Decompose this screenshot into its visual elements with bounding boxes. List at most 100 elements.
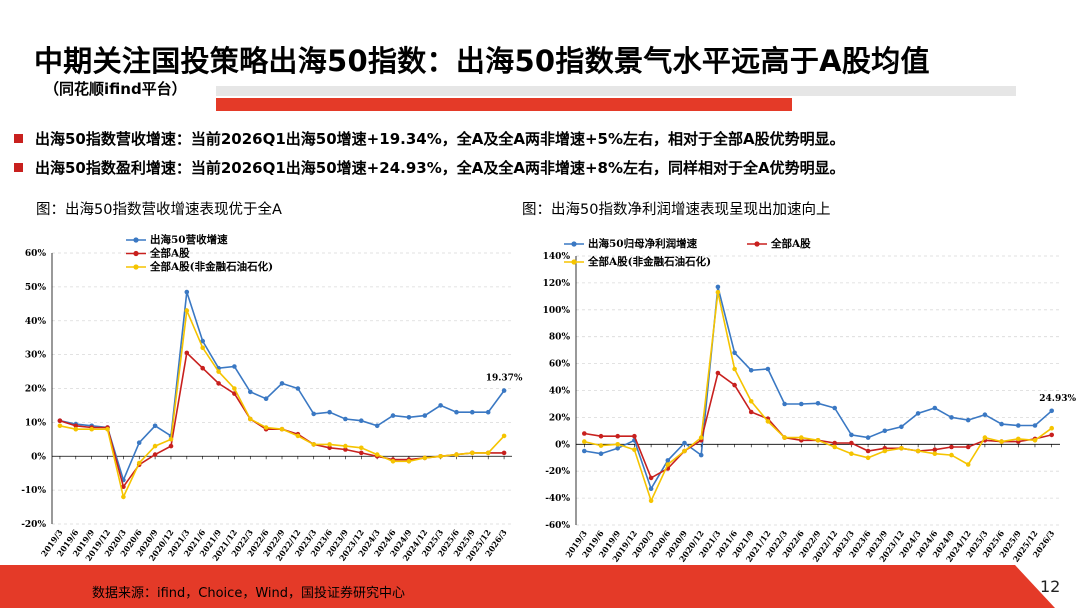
data-point (57, 418, 63, 423)
data-point (698, 435, 704, 440)
data-point (263, 425, 269, 430)
data-point (327, 442, 332, 447)
data-point (1032, 438, 1038, 443)
data-point (438, 403, 443, 408)
data-point (485, 409, 491, 415)
data-point (73, 426, 79, 432)
y-tick-label: 80% (549, 333, 571, 343)
bullet-square-icon (14, 134, 23, 143)
data-point (1032, 423, 1038, 428)
data-point (715, 284, 721, 290)
data-point (105, 426, 110, 432)
data-point (698, 452, 704, 458)
data-point (295, 433, 301, 439)
data-point (359, 445, 364, 451)
data-point (152, 452, 158, 457)
data-point (1016, 436, 1021, 442)
data-point (216, 381, 221, 386)
legend-label: 全部A股 (149, 247, 190, 260)
data-point (374, 452, 380, 457)
data-point (748, 368, 754, 373)
data-point (359, 450, 364, 456)
y-tick-label: -10% (21, 486, 46, 496)
data-point (915, 411, 921, 416)
data-point (982, 435, 988, 440)
data-point (406, 415, 412, 420)
data-point (982, 412, 988, 417)
caption-right: 图：出海50指数净利润增速表现呈现出加速向上 (522, 202, 831, 218)
data-point (598, 451, 604, 456)
data-point (311, 442, 317, 447)
data-point (782, 401, 787, 407)
data-point (932, 451, 938, 456)
data-point (327, 409, 332, 415)
revenue-growth-chart: 60%50%40%30%20%10%0%-10%-20%2019/32019/6… (21, 233, 523, 563)
data-point (1049, 408, 1054, 414)
data-point (501, 388, 507, 393)
data-point (748, 409, 754, 415)
footer-source: 数据来源：ifind，Choice，Wind，国投证券研究中心 (92, 586, 405, 601)
data-point (965, 462, 971, 467)
data-point (882, 448, 888, 454)
series-line-2 (584, 371, 1052, 480)
data-point (1016, 423, 1021, 428)
data-point (949, 452, 954, 458)
legend-marker (133, 237, 139, 243)
legend-marker (571, 259, 577, 265)
bullet-revenue: 出海50指数营收增速：当前2026Q1出海50增速+19.34%，全A及全A两非… (14, 128, 845, 149)
data-point (715, 370, 721, 376)
data-point (815, 401, 821, 406)
data-point (232, 386, 237, 391)
profit-growth-chart: 140%120%100%80%60%40%20%0%-20%-40%-60%20… (543, 237, 1077, 564)
data-point (999, 439, 1004, 444)
data-point (732, 366, 737, 372)
data-point (899, 424, 904, 430)
data-point (248, 416, 253, 422)
data-point (311, 411, 317, 417)
data-point (665, 458, 671, 463)
data-point (682, 448, 687, 454)
data-point (470, 450, 475, 456)
data-point (152, 423, 158, 429)
title-decor-gray-band (216, 86, 1016, 96)
data-point (648, 498, 654, 504)
data-point (454, 409, 459, 415)
data-label: 19.37% (486, 374, 523, 384)
data-point (832, 405, 837, 411)
data-point (732, 382, 737, 388)
data-point (184, 289, 190, 295)
data-point (598, 443, 604, 448)
series-line-1 (584, 286, 1053, 491)
data-point (949, 415, 954, 420)
y-tick-label: 140% (543, 252, 571, 262)
legend-label: 出海50归母净利润增速 (588, 237, 698, 250)
data-point (882, 428, 888, 434)
legend-marker (133, 250, 139, 257)
y-tick-label: 0% (31, 452, 46, 462)
data-point (438, 454, 443, 459)
y-tick-label: 120% (543, 279, 571, 289)
data-point (849, 451, 854, 456)
caption-left: 图：出海50指数营收增速表现优于全A (36, 202, 282, 218)
data-point (200, 345, 205, 351)
y-tick-label: -60% (545, 521, 570, 531)
data-point (682, 440, 687, 446)
legend-marker (133, 264, 139, 270)
data-point (799, 435, 804, 440)
page-title: 中期关注国投策略出海50指数：出海50指数景气水平远高于A股均值 (34, 44, 930, 78)
data-point (343, 443, 348, 449)
data-point (799, 401, 804, 407)
data-point (216, 369, 221, 374)
data-point (390, 413, 396, 418)
data-point (136, 460, 142, 466)
data-point (832, 440, 837, 446)
legend-label: 全部A股(非金融石油石化) (587, 255, 711, 268)
data-point (865, 435, 871, 440)
data-point (1049, 425, 1054, 431)
data-point (582, 448, 587, 454)
data-point (121, 494, 126, 500)
y-tick-label: 40% (549, 387, 571, 397)
data-point (168, 437, 174, 442)
data-point (582, 439, 587, 444)
data-point (965, 417, 971, 423)
